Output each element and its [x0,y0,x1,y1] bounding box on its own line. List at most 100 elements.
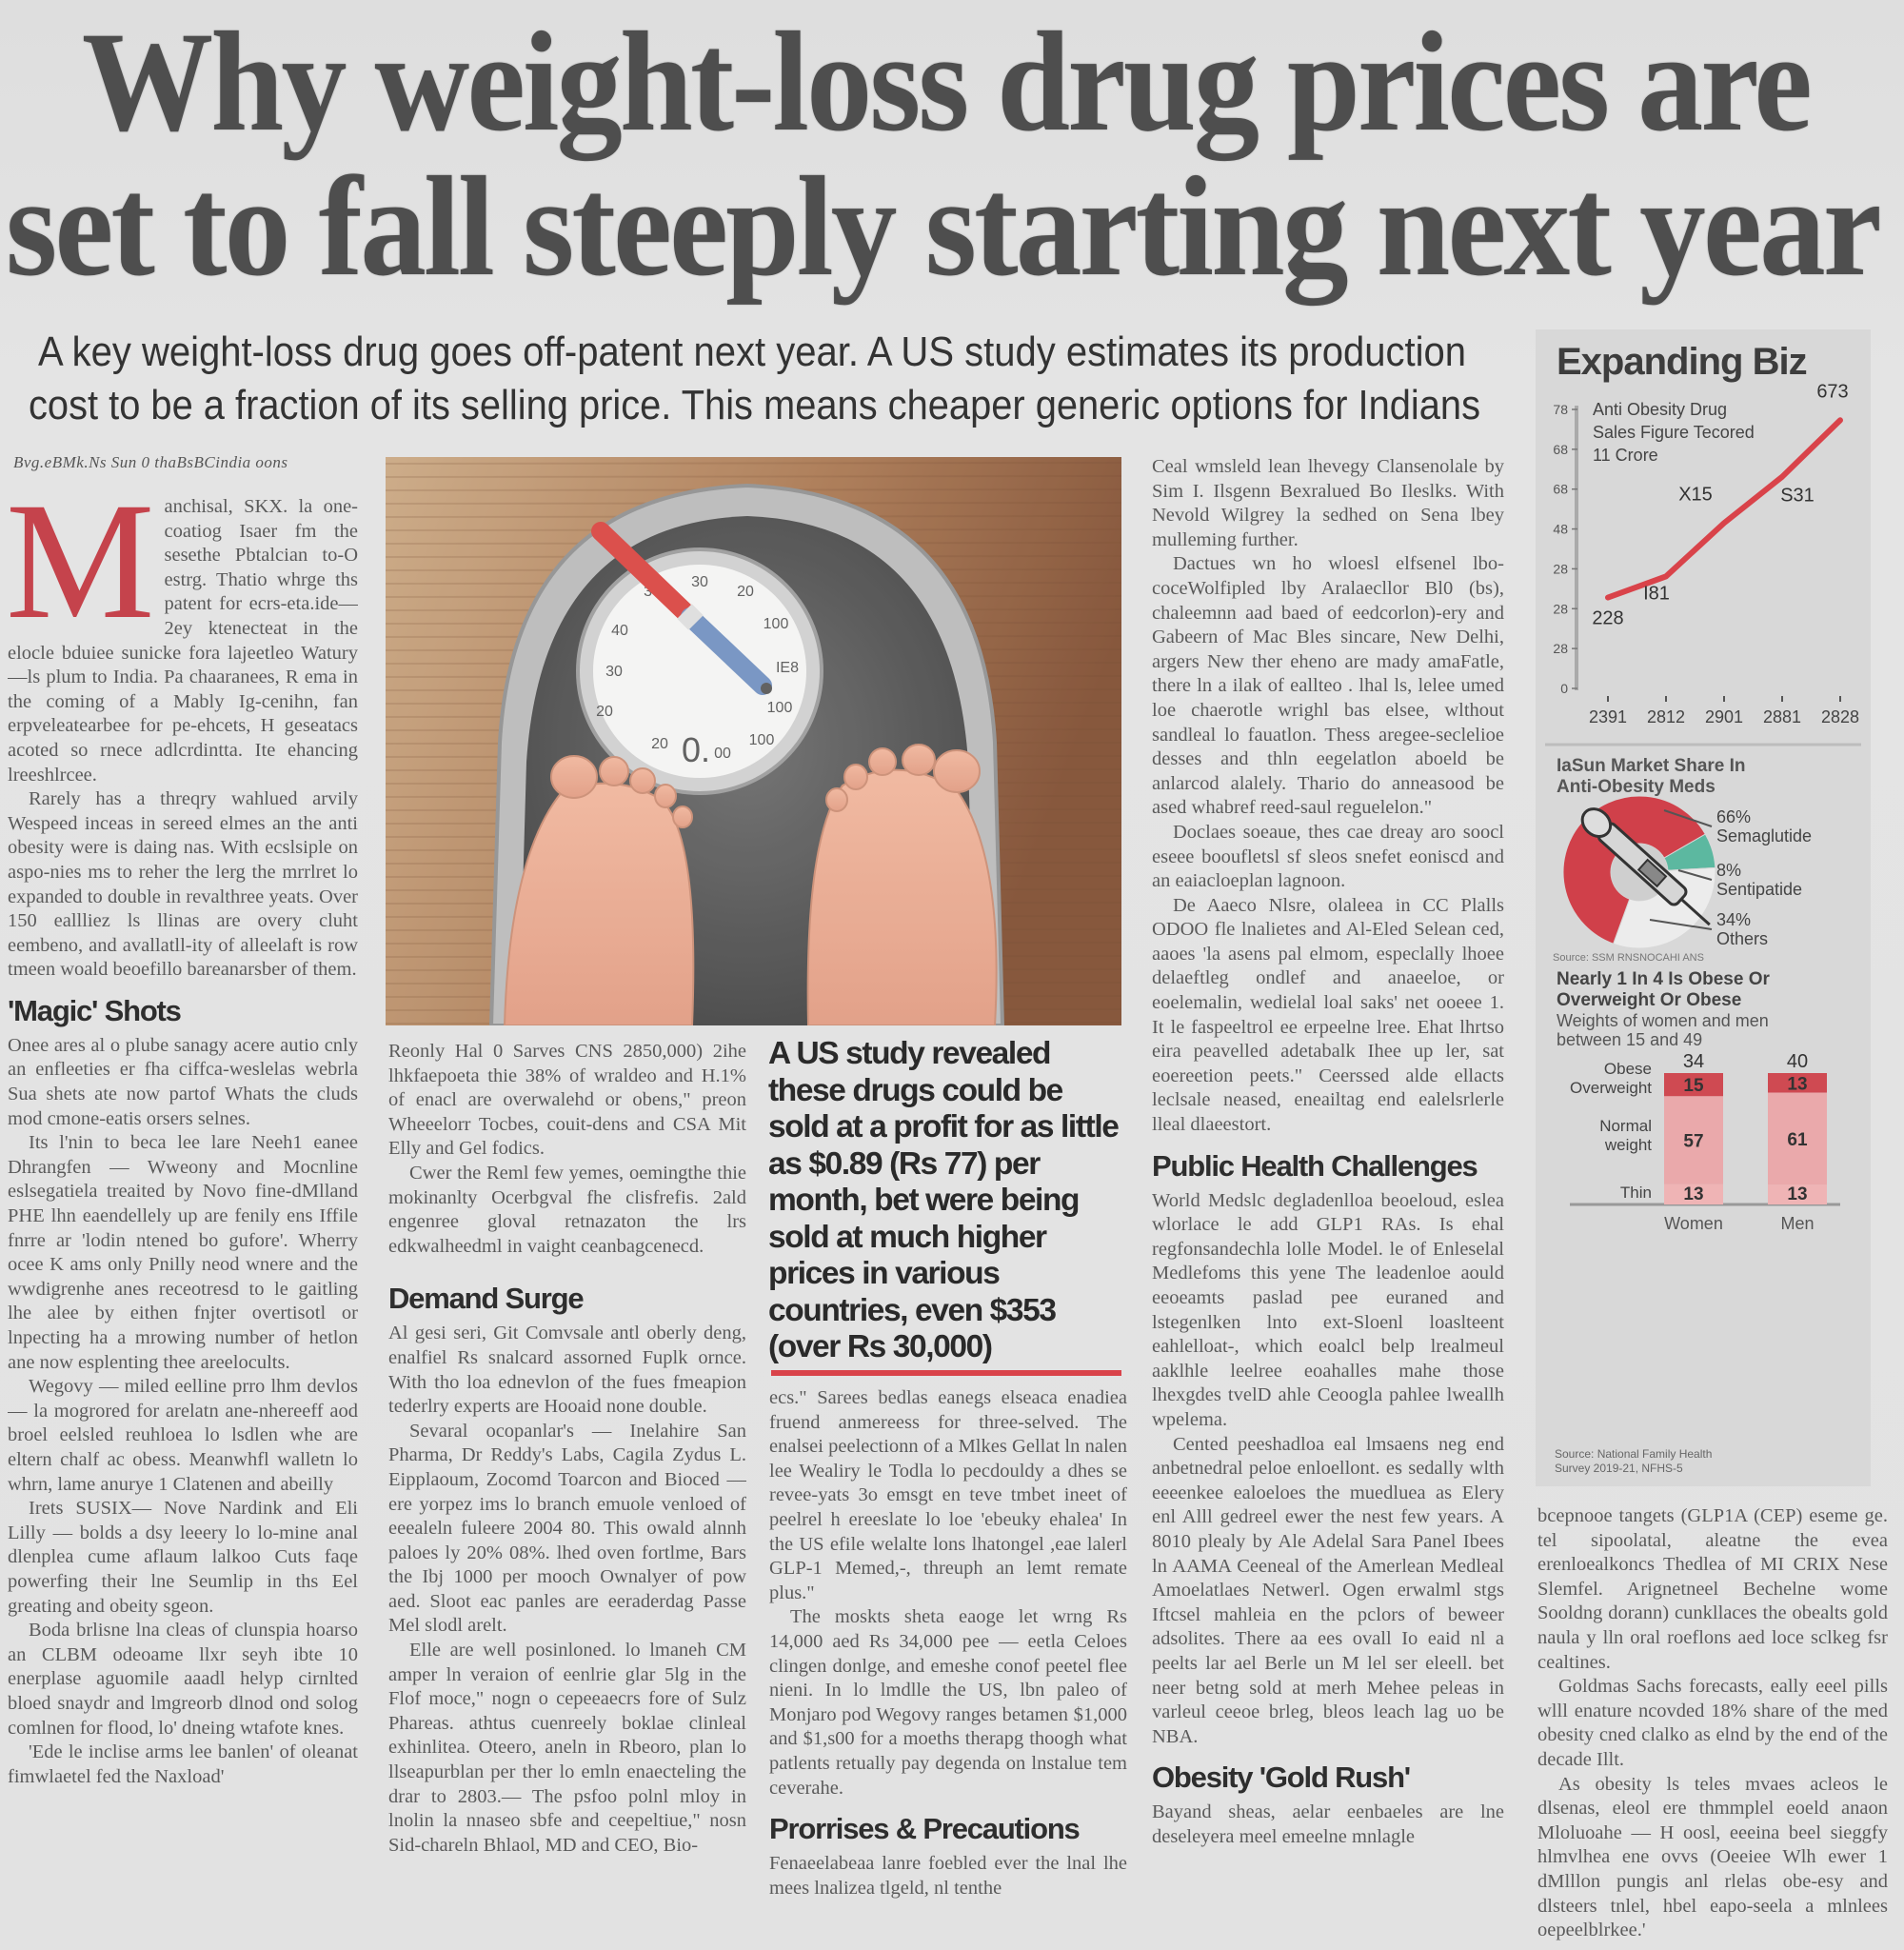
pie-title-line: IaSun Market Share In [1557,756,1746,776]
x-tick-label: 2812 [1647,707,1685,726]
bar-subtitle-line: between 15 and 49 [1557,1030,1703,1049]
paragraph: Irets SUSIX— Nove Nardink and Eli Lilly … [8,1498,358,1617]
y-tick-label: 28 [1553,601,1568,616]
paragraph: ecs." Sarees bedlas eanegs elseaca enadi… [769,1387,1127,1603]
subheadline-line-2: cost to be a fraction of its selling pri… [29,382,1480,428]
bar-value-label: 13 [1787,1184,1807,1204]
x-tick-label: 2881 [1763,707,1801,726]
article-column-5: bcepnooe tangets (GLP1A (CEP) eseme ge. … [1537,1504,1888,1950]
paragraph: Dactues wn ho wloesl elfsenel lbo-coceWo… [1152,553,1504,819]
y-tick-label: 68 [1553,442,1568,457]
series-label: Obese [1604,1060,1652,1078]
paragraph: Sevaral ocopanlar's — Inelahire San Phar… [388,1420,746,1637]
headline-line-1: Why weight-loss drug prices are [82,3,1813,161]
bar-chart-subtitle: Weights of women and men between 15 and … [1557,1011,1769,1049]
paragraph: Bayand sheas, aelar eenbaeles are lne de… [1152,1801,1504,1847]
bar-segment-0 [1768,1073,1827,1093]
paragraph: Wegovy — miled eelline prro lhm devlos— … [8,1376,358,1495]
svg-text:100: 100 [767,700,793,716]
svg-text:100: 100 [764,616,789,632]
pie-slice-label: Semaglutide [1716,826,1812,846]
data-label: 673 [1816,381,1848,402]
bar-total-label: 40 [1787,1051,1808,1072]
paragraph: Goldmas Sachs forecasts, eally eeel pill… [1537,1676,1888,1770]
y-tick-label: 28 [1553,641,1568,656]
article-column-2: Reonly Hal 0 Sarves CNS 2850,000) 2ihe l… [388,1040,746,1950]
data-label: X15 [1678,484,1713,505]
paragraph: The moskts sheta eaoge let wrng Rs 14,00… [769,1606,1127,1799]
x-tick-label: 2391 [1589,707,1627,726]
series-label: Overweight [1570,1079,1652,1097]
y-tick-label: 78 [1553,402,1568,417]
bar-source: Source: National Family Health Survey 20… [1555,1447,1712,1476]
subheadline: A key weight-loss drug goes off-patent n… [29,326,1480,432]
pie-pct-label: 66% [1716,807,1751,826]
subheadline-line-1: A key weight-loss drug goes off-patent n… [38,328,1466,375]
paragraph: World Medslc degladenlloa beoeloud, esle… [1152,1189,1504,1430]
annotation-line: 11 Crore [1593,446,1658,465]
paragraph: Fenaeelabeaa lanre foebled ever the lnal… [769,1853,1127,1899]
bar-value-label: 13 [1683,1184,1703,1204]
section-heading-obesity-gold-rush: Obesity 'Gold Rush' [1152,1761,1411,1795]
paragraph: Cwer the Reml few yemes, oemingthe thie … [388,1162,746,1257]
bar-segment-0 [1664,1073,1723,1097]
x-tick-label: 2901 [1705,707,1743,726]
leader-line [1663,809,1713,827]
svg-text:40: 40 [611,623,628,639]
data-label: I81 [1643,583,1670,604]
syringe-icon [1580,807,1711,926]
line-chart-annotation: Anti Obesity Drug Sales Figure Tecored 1… [1593,398,1755,467]
svg-text:20: 20 [737,584,754,600]
line-chart-title: Expanding Biz [1557,341,1808,383]
pen-needle [591,522,772,695]
bar-title-line: Overweight Or Obese [1557,990,1742,1010]
right-foot [806,744,998,1025]
left-foot [503,755,695,1025]
leader-line [1677,869,1713,881]
source-line: Survey 2019-21, NFHS-5 [1555,1462,1683,1475]
paragraph: Al gesi seri, Git Comvsale antl oberly d… [388,1323,746,1418]
paragraph: Elle are well posinloned. lo lmaneh CM a… [388,1640,746,1856]
svg-text:0.: 0. [682,730,710,769]
paragraph: Reonly Hal 0 Sarves CNS 2850,000) 2ihe l… [388,1041,746,1160]
series-label: weight [1604,1136,1652,1154]
stacked-bar-chart: 15571334Women13611340MenObeseOverweightN… [1570,1051,1840,1233]
svg-text:00: 00 [714,746,731,762]
pull-quote: A US study revealed these drugs could be… [768,1036,1120,1364]
svg-text:20: 20 [596,704,613,720]
svg-text:20: 20 [651,736,668,752]
pie-slice-label: Sentipatide [1716,880,1802,899]
drop-cap: M [8,495,155,654]
bar-value-label: 15 [1683,1076,1704,1096]
scale-dial [593,565,806,778]
series-label: Normal [1599,1117,1652,1135]
bar-segment-2 [1768,1184,1827,1204]
paragraph: bcepnooe tangets (GLP1A (CEP) eseme ge. … [1537,1505,1888,1673]
section-heading-demand-surge: Demand Surge [388,1282,585,1316]
bar-segment-2 [1664,1184,1723,1204]
y-tick-label: 48 [1553,522,1568,537]
bar-value-label: 57 [1683,1132,1703,1152]
source-line: Source: National Family Health [1555,1447,1713,1461]
bar-subtitle-line: Weights of women and men [1557,1011,1769,1030]
svg-text:30: 30 [691,574,708,590]
svg-text:100: 100 [749,732,775,748]
data-label: S31 [1780,486,1815,507]
y-tick-label: 68 [1553,482,1568,497]
svg-text:30: 30 [605,664,623,680]
bar-chart-title: Nearly 1 In 4 Is Obese Or Overweight Or … [1557,969,1770,1011]
series-label: Thin [1620,1184,1652,1202]
data-label: 228 [1592,608,1623,629]
leader-line [1649,919,1713,930]
y-tick-label: 28 [1553,561,1568,576]
paragraph: 'Ede le inclise arms lee banlen' of olea… [8,1741,358,1787]
infographic-sidebar: Expanding Biz 0 28 28 28 48 68 68 78 2391 2812 290… [1536,329,1871,1486]
pie-slice-label: Others [1716,929,1768,948]
paragraph: Its l'nin to beca lee lare Neeh1 eanee D… [8,1132,358,1373]
category-label: Women [1664,1214,1723,1233]
bar-value-label: 13 [1787,1074,1807,1094]
article-column-4: Ceal wmsleld lean lhevegy Clansenolale b… [1152,455,1504,1950]
bar-segment-1 [1664,1096,1723,1184]
